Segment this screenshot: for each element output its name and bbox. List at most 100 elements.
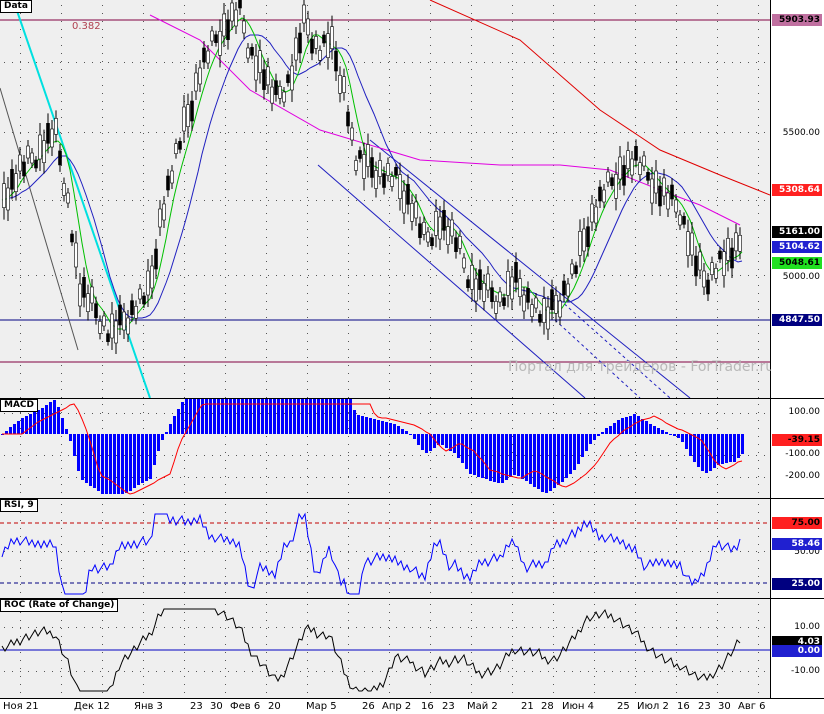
grid-dot [102,544,103,545]
grid-dot [620,477,621,478]
grid-dot [348,544,349,545]
rsi-plot-area[interactable] [0,499,771,599]
time-axis[interactable]: Ноя 21 Дек 12 Янв 3 23 30 Фев 6 20 Мар 5… [0,698,824,714]
grid-dot [84,413,85,414]
grid-dot [268,275,269,276]
macd-pane[interactable]: MACD 100.00 -100.00 -200.00 -39.15 [0,398,824,499]
grid-dot [20,560,21,561]
candle-body [370,157,374,178]
grid-dot [430,460,431,461]
candle-body [622,165,626,186]
candle-body [178,141,182,150]
grid-dot [471,676,472,677]
grid-dot [20,620,21,621]
grid-dot [372,627,373,628]
grid-dot [732,477,733,478]
grid-dot [225,520,226,521]
rsi-scale[interactable]: 50.00 75.00 58.46 25.00 [771,499,824,599]
grid-dot [184,261,185,262]
grid-dot [436,132,437,133]
grid-dot [717,468,718,469]
grid-dot [471,245,472,246]
grid-dot [471,520,472,521]
grid-dot [412,627,413,628]
grid-dot [596,627,597,628]
grid-dot [143,221,144,222]
grid-dot [635,173,636,174]
grid-dot [758,484,759,485]
grid-dot [635,77,636,78]
grid-dot [758,365,759,366]
grid-dot [684,275,685,276]
grid-dot [364,627,365,628]
candle-body [658,185,662,207]
grid-dot [717,69,718,70]
price-plot-area[interactable]: 0.382 Портал для трейдеров - ForTrader.r… [0,0,774,398]
grid-dot [20,133,21,134]
grid-dot [184,301,185,302]
grid-dot [430,189,431,190]
grid-dot [676,492,677,493]
grid-dot [553,504,554,505]
grid-dot [389,301,390,302]
grid-dot [635,61,636,62]
grid-dot [644,275,645,276]
grid-dot [758,61,759,62]
grid-dot [102,277,103,278]
grid-dot [553,37,554,38]
grid-dot [389,568,390,569]
grid-dot [364,62,365,63]
grid-dot [548,132,549,133]
grid-dot [184,285,185,286]
grid-dot [244,671,245,672]
grid-dot [61,692,62,693]
grid-dot [143,109,144,110]
grid-dot [758,568,759,569]
grid-dot [553,428,554,429]
grid-dot [396,62,397,63]
candle-body [358,150,362,159]
price-scale[interactable]: 5500.00 5000.00 5903.93 5308.64 5161.00 … [771,0,824,398]
macd-scale[interactable]: 100.00 -100.00 -200.00 -39.15 [771,399,824,499]
grid-dot [594,181,595,182]
grid-dot [372,200,373,201]
grid-dot [61,149,62,150]
price-pane[interactable]: 0.382 Портал для трейдеров - ForTrader.r… [0,0,824,398]
grid-dot [553,205,554,206]
time-label: 26 [362,701,375,712]
grid-dot [484,551,485,552]
grid-dot [553,389,554,390]
grid-dot [635,261,636,262]
macd-bar [385,422,388,434]
candle-body [354,160,358,171]
grid-dot [635,684,636,685]
candle-body [418,223,422,238]
grid-dot [430,165,431,166]
time-label: Июл 2 [637,701,669,712]
grid-dot [594,684,595,685]
macd-tick: 100.00 [788,407,821,417]
grid-dot [516,627,517,628]
grid-dot [268,200,269,201]
candle-body [38,134,42,160]
grid-dot [758,101,759,102]
grid-dot [184,420,185,421]
grid-dot [716,477,717,478]
grid-dot [102,592,103,593]
grid-dot [553,149,554,150]
grid-dot [364,455,365,456]
roc-plot-area[interactable] [0,599,771,699]
grid-dot [430,560,431,561]
rsi-pane[interactable]: RSI, 9 50.00 75.00 58.46 25.00 [0,498,824,599]
grid-dot [61,45,62,46]
grid-dot [184,357,185,358]
grid-dot [20,181,21,182]
grid-dot [758,301,759,302]
macd-plot-area[interactable] [0,399,771,499]
roc-pane[interactable]: ROC (Rate of Change) 10.00 -10.00 4.03 0… [0,598,824,699]
grid-dot [532,627,533,628]
grid-dot [676,253,677,254]
grid-dot [102,21,103,22]
grid-dot [188,551,189,552]
roc-scale[interactable]: 10.00 -10.00 4.03 0.00 [771,599,824,699]
